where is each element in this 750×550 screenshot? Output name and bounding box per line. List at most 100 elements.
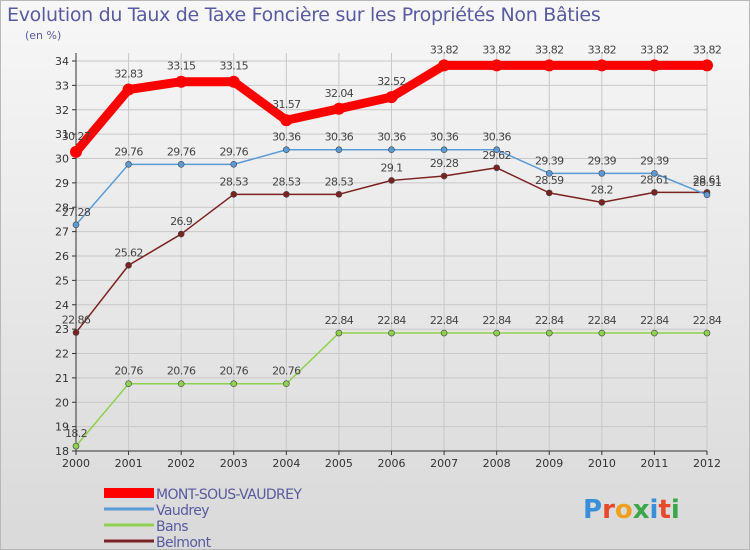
data-point	[388, 146, 395, 154]
data-point	[493, 329, 500, 337]
data-point	[125, 380, 132, 388]
data-label: 32.83	[114, 68, 143, 81]
y-tick-label: 28	[55, 201, 69, 214]
data-label: 20.76	[220, 365, 249, 378]
data-label: 33.82	[640, 43, 669, 56]
data-point	[598, 329, 606, 337]
data-label: 29.39	[640, 154, 669, 167]
data-label: 22.84	[588, 314, 617, 327]
data-label: 22.84	[640, 314, 669, 327]
data-point	[177, 230, 185, 238]
data-point	[648, 59, 661, 72]
data-label: 29.76	[220, 145, 249, 158]
data-label: 28.53	[220, 175, 249, 188]
data-label: 33.82	[430, 43, 459, 56]
data-label: 22.84	[325, 314, 354, 327]
data-label: 20.76	[114, 365, 143, 378]
data-point	[651, 170, 658, 177]
data-point	[651, 189, 658, 196]
data-label: 27.28	[62, 206, 91, 219]
data-point	[283, 191, 290, 198]
data-label: 20.76	[272, 365, 301, 378]
data-point	[177, 161, 185, 168]
legend-swatch	[104, 523, 154, 527]
data-label: 30.36	[482, 131, 511, 144]
x-tick-label: 2003	[220, 457, 248, 470]
data-point	[440, 146, 448, 154]
data-point	[651, 329, 658, 337]
data-point	[227, 75, 240, 88]
legend-label: Bans	[156, 519, 188, 535]
data-label: 33.82	[693, 43, 722, 56]
chart-title: Evolution du Taux de Taxe Foncière sur l…	[7, 4, 601, 26]
data-label: 29.76	[114, 145, 143, 158]
data-label: 28.61	[693, 173, 722, 186]
data-label: 28.51	[693, 176, 722, 189]
data-point	[230, 161, 238, 168]
data-point	[493, 146, 500, 154]
data-point	[388, 329, 395, 337]
data-label: 22.84	[430, 314, 459, 327]
data-label: 33.15	[220, 60, 249, 73]
x-tick-label: 2000	[62, 457, 90, 470]
legend-swatch	[104, 539, 154, 543]
data-point	[280, 114, 293, 127]
data-label: 22.84	[482, 314, 511, 327]
data-label: 22.84	[377, 314, 406, 327]
x-tick-label: 2006	[378, 457, 406, 470]
y-tick-label: 29	[55, 177, 69, 190]
data-point	[72, 329, 80, 336]
data-point	[72, 221, 80, 229]
y-tick-label: 19	[55, 421, 69, 434]
data-point	[490, 59, 503, 72]
data-point	[335, 329, 343, 337]
y-tick-label: 27	[55, 226, 69, 239]
data-label: 29.39	[535, 154, 564, 167]
data-point	[545, 170, 553, 177]
data-label: 33.82	[535, 43, 564, 56]
data-point	[283, 146, 290, 154]
y-tick-label: 20	[55, 396, 69, 409]
data-point	[177, 380, 185, 388]
y-tick-label: 31	[55, 128, 69, 141]
data-label: 28.61	[640, 173, 669, 186]
legend-label: MONT-SOUS-VAUDREY	[156, 487, 302, 503]
data-point	[122, 83, 135, 96]
data-label: 30.36	[325, 131, 354, 144]
data-label: 33.15	[167, 60, 196, 73]
data-point	[701, 59, 713, 72]
data-point	[335, 191, 343, 198]
x-tick-label: 2008	[483, 457, 511, 470]
y-tick-label: 34	[55, 55, 69, 68]
x-tick-label: 2007	[430, 457, 458, 470]
y-tick-label: 33	[55, 79, 69, 92]
legend-label: Vaudrey	[156, 503, 209, 519]
data-label: 30.27	[62, 130, 91, 143]
proxiti-logo: Proxiti	[583, 495, 680, 525]
data-point	[175, 75, 188, 88]
y-tick-label: 22	[55, 348, 69, 361]
data-label: 33.82	[482, 43, 511, 56]
x-tick-label: 2004	[272, 457, 300, 470]
data-label: 30.36	[377, 131, 406, 144]
data-point	[230, 380, 238, 388]
y-tick-label: 23	[55, 323, 69, 336]
data-label: 22.84	[693, 314, 722, 327]
data-point	[125, 261, 132, 269]
data-label: 29.28	[430, 157, 459, 170]
data-point	[545, 329, 553, 337]
data-point	[335, 146, 343, 154]
data-label: 28.53	[272, 175, 301, 188]
data-point	[703, 191, 711, 199]
y-tick-label: 21	[55, 372, 69, 385]
data-point	[493, 164, 500, 172]
x-tick-label: 2001	[115, 457, 143, 470]
data-label: 29.62	[482, 149, 511, 162]
data-point	[598, 199, 606, 206]
data-point	[70, 145, 82, 158]
data-point	[283, 380, 290, 388]
data-point	[440, 172, 448, 180]
data-point	[125, 161, 132, 168]
